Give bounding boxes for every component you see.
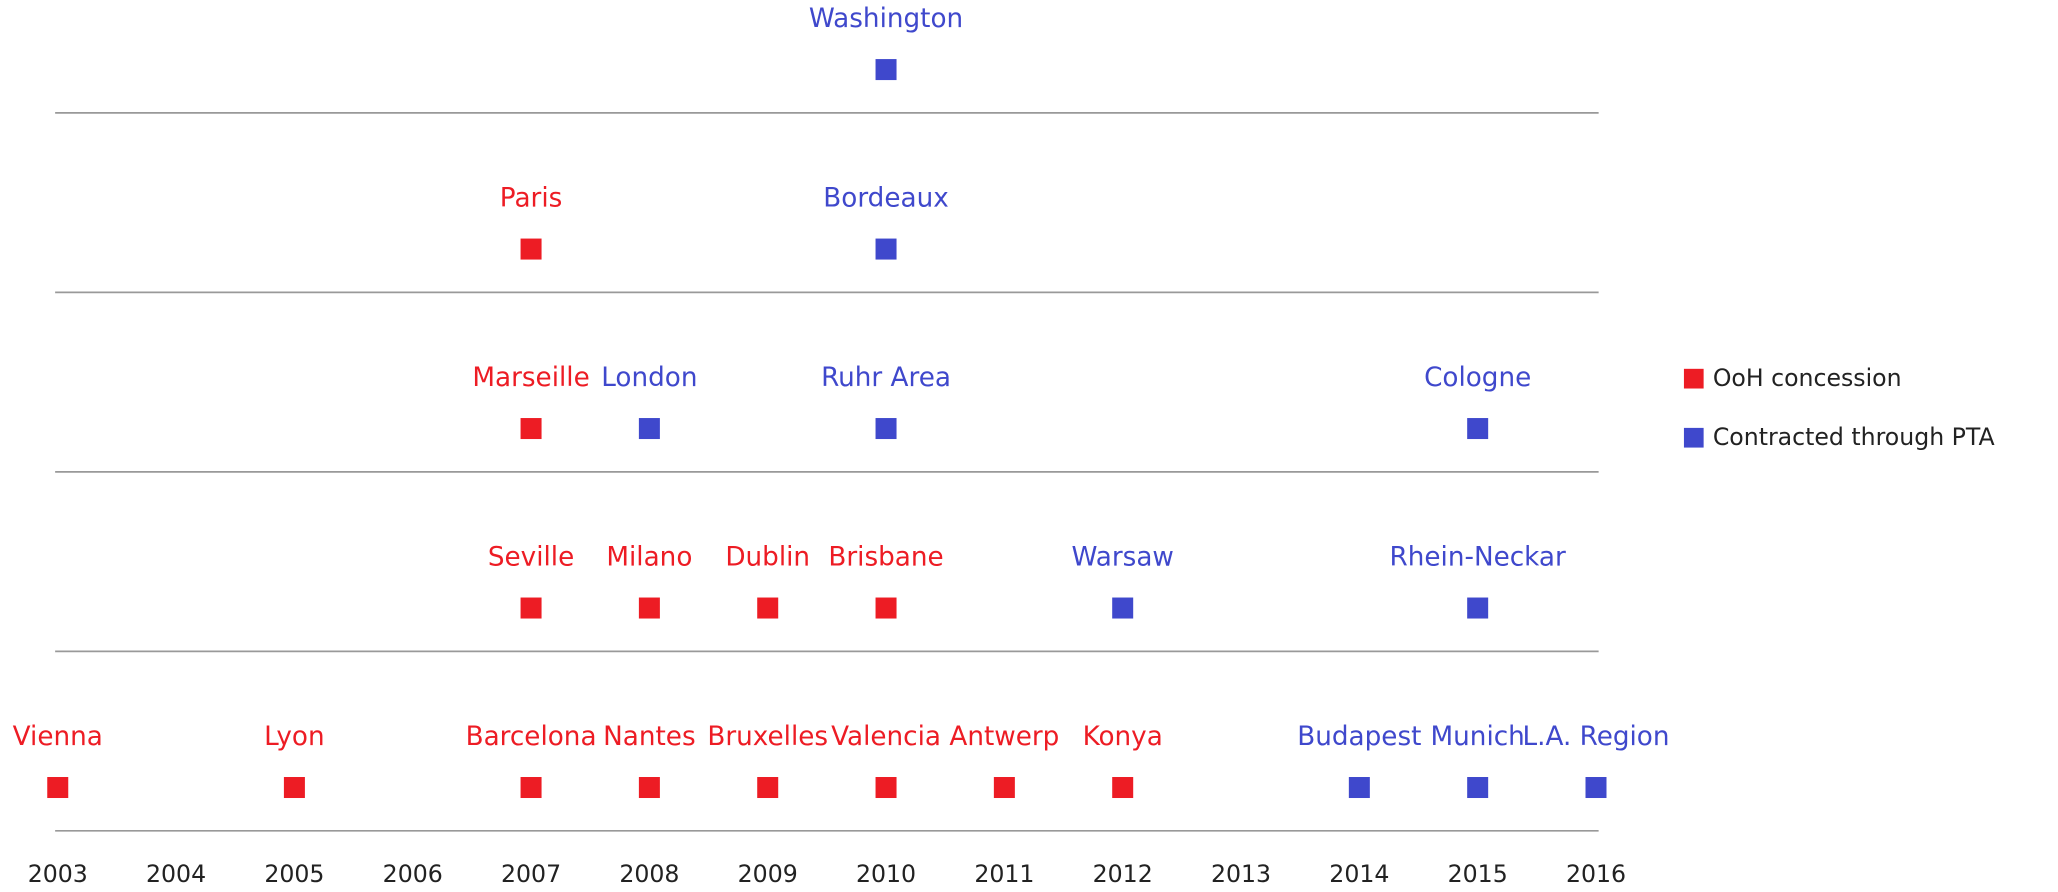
marker [875, 597, 897, 619]
city-label: Bruxelles [707, 722, 828, 752]
marker [520, 597, 542, 619]
marker [757, 777, 779, 799]
x-tick-label: 2008 [619, 860, 679, 888]
city-label: Vienna [13, 722, 103, 752]
marker [875, 59, 897, 81]
marker [875, 238, 897, 260]
x-tick-label: 2013 [1211, 860, 1271, 888]
x-tick-label: 2015 [1448, 860, 1508, 888]
marker [1467, 777, 1489, 799]
marker [638, 777, 660, 799]
marker [875, 418, 897, 440]
city-label: L.A. Region [1522, 722, 1669, 752]
city-label: Washington [809, 4, 963, 34]
city-label: Seville [488, 543, 574, 573]
city-label: Milano [606, 543, 692, 573]
city-label: Konya [1083, 722, 1163, 752]
marker [283, 777, 305, 799]
marker [757, 597, 779, 619]
legend-label: OoH concession [1713, 364, 1902, 392]
city-label: Lyon [264, 722, 324, 752]
legend-swatch [1683, 368, 1704, 389]
city-label: Brisbane [828, 543, 943, 573]
city-label: Cologne [1424, 363, 1531, 393]
marker [1467, 418, 1489, 440]
marker [638, 597, 660, 619]
x-tick-label: 2009 [738, 860, 798, 888]
x-tick-label: 2012 [1093, 860, 1153, 888]
marker [1585, 777, 1607, 799]
x-tick-label: 2011 [974, 860, 1034, 888]
marker [1467, 597, 1489, 619]
marker [520, 418, 542, 440]
city-label: Munich [1431, 722, 1525, 752]
city-label: Valencia [831, 722, 941, 752]
city-label: Marseille [472, 363, 589, 393]
x-tick-label: 2010 [856, 860, 916, 888]
marker [1112, 597, 1134, 619]
legend-swatch [1683, 427, 1704, 448]
marker [993, 777, 1015, 799]
city-label: Budapest [1297, 722, 1421, 752]
city-label: Antwerp [949, 722, 1059, 752]
x-tick-label: 2014 [1329, 860, 1389, 888]
marker [1112, 777, 1134, 799]
city-label: Rhein-Neckar [1390, 543, 1566, 573]
city-label: Dublin [725, 543, 810, 573]
city-label: Barcelona [466, 722, 597, 752]
x-tick-label: 2016 [1566, 860, 1626, 888]
legend-label: Contracted through PTA [1713, 423, 1995, 451]
city-label: Paris [500, 184, 563, 214]
marker [1348, 777, 1370, 799]
marker [520, 238, 542, 260]
city-label: Bordeaux [823, 184, 948, 214]
city-label: Warsaw [1071, 543, 1173, 573]
x-tick-label: 2004 [146, 860, 206, 888]
marker [638, 418, 660, 440]
x-tick-label: 2005 [264, 860, 324, 888]
marker [875, 777, 897, 799]
x-tick-label: 2006 [383, 860, 443, 888]
city-label: London [601, 363, 697, 393]
marker [47, 777, 69, 799]
city-label: Nantes [603, 722, 695, 752]
x-tick-label: 2003 [28, 860, 88, 888]
city-label: Ruhr Area [821, 363, 951, 393]
x-tick-label: 2007 [501, 860, 561, 888]
marker [520, 777, 542, 799]
